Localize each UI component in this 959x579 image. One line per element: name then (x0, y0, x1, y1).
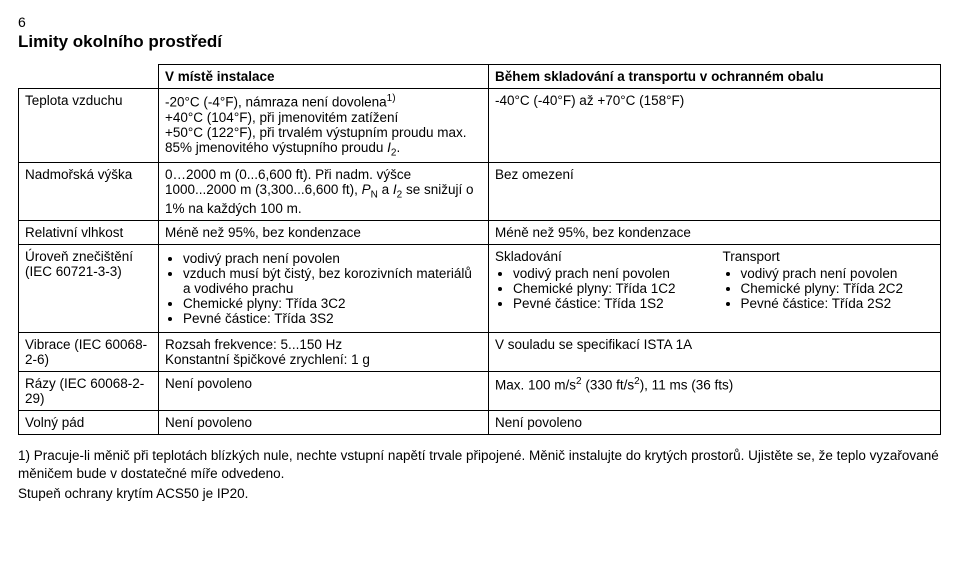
transport-list: vodivý prach není povolen Chemické plyny… (741, 266, 935, 311)
row-altitude: Nadmořská výška 0…2000 m (0...6,600 ft).… (19, 163, 941, 221)
row-vibration: Vibrace (IEC 60068-2-6) Rozsah frekvence… (19, 332, 941, 371)
sup: 1) (387, 93, 396, 104)
cell-label: Rázy (IEC 60068-2-29) (19, 371, 159, 410)
text: +50°C (122°F), při trvalém výstupním pro… (165, 125, 467, 155)
list-item: Pevné částice: Třída 1S2 (513, 296, 707, 311)
limits-table: V místě instalace Během skladování a tra… (18, 64, 941, 435)
subhead-storage: Skladování (495, 249, 707, 264)
cell-label: Nadmořská výška (19, 163, 159, 221)
list-item: Chemické plyny: Třída 1C2 (513, 281, 707, 296)
cell-label: Teplota vzduchu (19, 89, 159, 163)
cell-storage: Méně než 95%, bez kondenzace (489, 220, 941, 244)
cell-install: Méně než 95%, bez kondenzace (159, 220, 489, 244)
storage-col: Skladování vodivý prach není povolen Che… (495, 249, 707, 313)
cell-storage: V souladu se specifikací ISTA 1A (489, 332, 941, 371)
text: a (378, 182, 393, 197)
row-temp: Teplota vzduchu -20°C (-4°F), námraza ne… (19, 89, 941, 163)
cell-label: Úroveň znečištění (IEC 60721-3-3) (19, 244, 159, 332)
cell-install: -20°C (-4°F), námraza není dovolena1) +4… (159, 89, 489, 163)
storage-list: vodivý prach není povolen Chemické plyny… (513, 266, 707, 311)
cell-storage: Max. 100 m/s2 (330 ft/s2), 11 ms (36 fts… (489, 371, 941, 410)
list-item: vodivý prach není povolen (513, 266, 707, 281)
text: -20°C (-4°F), námraza není dovolena (165, 95, 387, 110)
list-item: vodivý prach není povolen (183, 251, 482, 266)
cell-label: Vibrace (IEC 60068-2-6) (19, 332, 159, 371)
footnote-2: Stupeň ochrany krytím ACS50 je IP20. (18, 485, 941, 503)
row-humidity: Relativní vlhkost Méně než 95%, bez kond… (19, 220, 941, 244)
sym: P (362, 182, 371, 197)
install-list: vodivý prach není povolen vzduch musí bý… (183, 251, 482, 326)
row-freefall: Volný pád Není povoleno Není povoleno (19, 410, 941, 434)
cell-storage: Bez omezení (489, 163, 941, 221)
cell-label: Volný pád (19, 410, 159, 434)
cell-install: Není povoleno (159, 371, 489, 410)
text: (330 ft/s (582, 377, 635, 392)
list-item: vzduch musí být čistý, bez korozivních m… (183, 266, 482, 296)
text: +40°C (104°F), při jmenovitém zatížení (165, 110, 398, 125)
cell-install: vodivý prach není povolen vzduch musí bý… (159, 244, 489, 332)
cell-install: Není povoleno (159, 410, 489, 434)
cell-label: Relativní vlhkost (19, 220, 159, 244)
row-shock: Rázy (IEC 60068-2-29) Není povoleno Max.… (19, 371, 941, 410)
page-number: 6 (18, 14, 941, 30)
text: Rozsah frekvence: 5...150 Hz (165, 337, 342, 352)
text: Konstantní špičkové zrychlení: 1 g (165, 352, 370, 367)
transport-col: Transport vodivý prach není povolen Chem… (723, 249, 935, 313)
list-item: Chemické plyny: Třída 2C2 (741, 281, 935, 296)
head-install: V místě instalace (159, 65, 489, 89)
cell-install: Rozsah frekvence: 5...150 Hz Konstantní … (159, 332, 489, 371)
head-blank (19, 65, 159, 89)
sub: N (371, 190, 378, 201)
list-item: Chemické plyny: Třída 3C2 (183, 296, 482, 311)
list-item: Pevné částice: Třída 3S2 (183, 311, 482, 326)
text: . (396, 140, 400, 155)
footnote-1: 1) Pracuje-li měnič při teplotách blízký… (18, 447, 941, 483)
text: ), 11 ms (36 fts) (640, 377, 734, 392)
cell-storage-transport: Skladování vodivý prach není povolen Che… (489, 244, 941, 332)
row-contamination: Úroveň znečištění (IEC 60721-3-3) vodivý… (19, 244, 941, 332)
list-item: vodivý prach není povolen (741, 266, 935, 281)
table-head-row: V místě instalace Během skladování a tra… (19, 65, 941, 89)
cell-storage: Není povoleno (489, 410, 941, 434)
text: Max. 100 m/s (495, 377, 576, 392)
head-storage: Během skladování a transportu v ochranné… (489, 65, 941, 89)
list-item: Pevné částice: Třída 2S2 (741, 296, 935, 311)
cell-install: 0…2000 m (0...6,600 ft). Při nadm. výšce… (159, 163, 489, 221)
cell-storage: -40°C (-40°F) až +70°C (158°F) (489, 89, 941, 163)
page-title: Limity okolního prostředí (18, 32, 941, 52)
subhead-transport: Transport (723, 249, 935, 264)
